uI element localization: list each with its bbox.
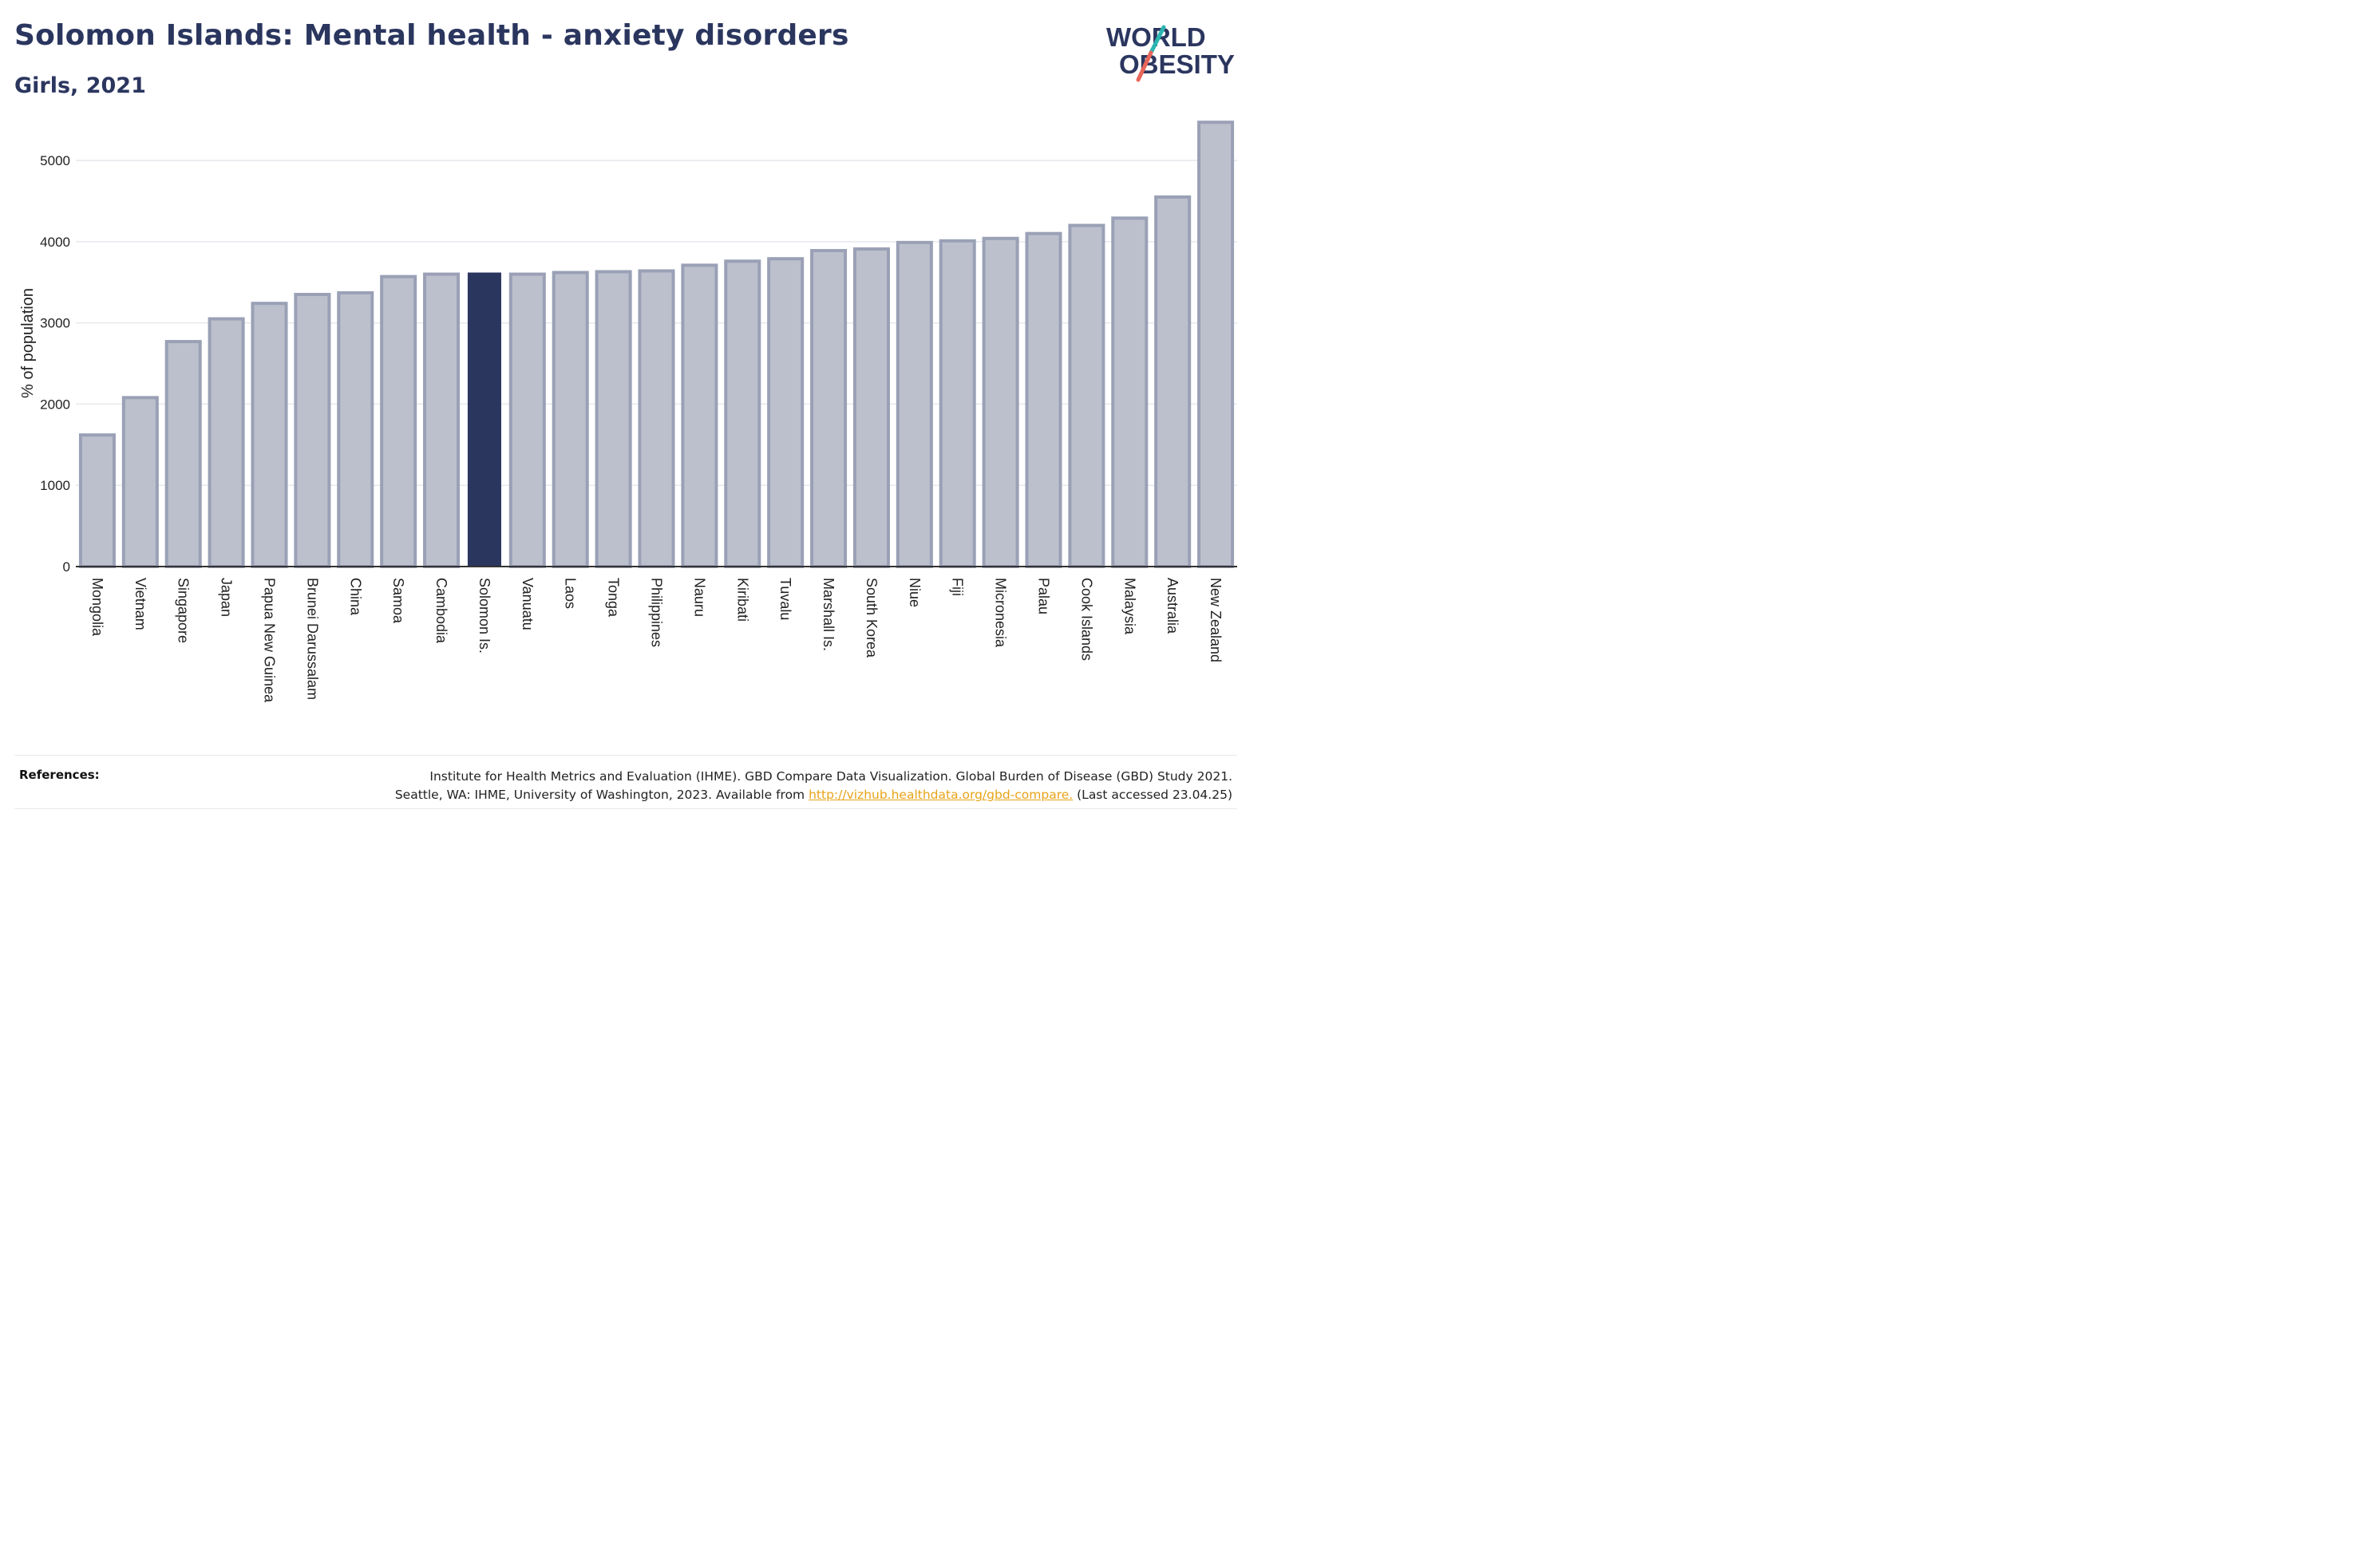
- bar[interactable]: [337, 290, 374, 568]
- bar-chart-svg: 0 1000 2000 3000 4000 5000 % of population Mong…: [19, 120, 1237, 703]
- references-line1: Institute for Health Metrics and Evaluat…: [429, 769, 1232, 784]
- references-label: References:: [19, 768, 100, 782]
- x-tick-label: Laos: [563, 578, 579, 609]
- x-tick-label: Palau: [1036, 578, 1052, 614]
- bar[interactable]: [982, 236, 1019, 569]
- y-tick-label: 5000: [40, 153, 70, 168]
- x-tick-label: Fiji: [950, 578, 966, 596]
- bar[interactable]: [251, 302, 288, 568]
- bar[interactable]: [896, 240, 933, 568]
- bar[interactable]: [810, 249, 848, 569]
- x-tick-label: Japan: [219, 578, 235, 617]
- bar[interactable]: [208, 317, 245, 568]
- bar[interactable]: [1197, 120, 1235, 569]
- x-tick-label: Cambodia: [433, 578, 449, 644]
- x-tick-label: Cook Islands: [1078, 578, 1094, 661]
- bar[interactable]: [78, 433, 116, 568]
- bar[interactable]: [164, 340, 202, 568]
- logo-line2: OBESITY: [1119, 49, 1235, 79]
- y-tick-label: 1000: [40, 478, 70, 493]
- x-tick-label: Tonga: [606, 578, 622, 618]
- x-tick-label: Malaysia: [1121, 578, 1137, 635]
- references-line2-prefix: Seattle, WA: IHME, University of Washing…: [394, 788, 809, 802]
- bar[interactable]: [508, 272, 546, 568]
- logo-graphic: WORLD OBESITY: [1106, 22, 1235, 82]
- bar[interactable]: [852, 247, 890, 568]
- bar[interactable]: [681, 263, 718, 568]
- x-tick-label: New Zealand: [1208, 578, 1224, 662]
- bar[interactable]: [638, 269, 675, 568]
- x-tick-label: Australia: [1165, 578, 1180, 634]
- references-line2: Seattle, WA: IHME, University of Washing…: [259, 786, 1232, 804]
- x-tick-label: Samoa: [390, 578, 406, 624]
- references-divider-bottom: [14, 808, 1237, 809]
- x-tick-label: Vietnam: [132, 578, 148, 630]
- x-tick-label: Mongolia: [89, 578, 105, 637]
- bar[interactable]: [939, 239, 976, 568]
- x-tick-label: Papua New Guinea: [262, 578, 278, 703]
- logo-slash-red: [1136, 50, 1153, 82]
- x-tick-label: Tuvalu: [777, 578, 793, 620]
- bar[interactable]: [423, 272, 461, 568]
- x-tick-label: Niue: [907, 578, 923, 607]
- references-line2-suffix: (Last accessed 23.04.25): [1073, 788, 1232, 802]
- bar[interactable]: [552, 271, 589, 569]
- bar-chart: 0 1000 2000 3000 4000 5000 % of population Mong…: [0, 112, 1252, 750]
- bar[interactable]: [724, 259, 761, 569]
- bar[interactable]: [1068, 223, 1105, 568]
- references-link[interactable]: http://vizhub.healthdata.org/gbd-compare…: [809, 788, 1074, 802]
- y-axis-label: % of population: [19, 288, 37, 398]
- x-tick-label: Kiribati: [734, 578, 750, 622]
- y-tick-label: 2000: [40, 397, 70, 412]
- y-tick-label: 4000: [40, 235, 70, 250]
- bar[interactable]: [1025, 231, 1062, 569]
- logo-line1: WORLD: [1106, 22, 1206, 52]
- references-divider-top: [14, 755, 1237, 756]
- bar[interactable]: [595, 270, 632, 568]
- x-tick-label: Solomon Is.: [477, 578, 492, 654]
- bar[interactable]: [121, 396, 159, 568]
- logo-slash-teal: [1149, 25, 1166, 55]
- references-text: Institute for Health Metrics and Evaluat…: [259, 768, 1232, 804]
- bar[interactable]: [467, 272, 501, 567]
- bar[interactable]: [767, 257, 805, 568]
- x-tick-label: Marshall Is.: [821, 578, 836, 651]
- x-tick-label: South Korea: [864, 578, 880, 658]
- chart-subtitle: Girls, 2021: [14, 73, 146, 98]
- x-tick-label: Nauru: [691, 578, 707, 617]
- world-obesity-logo[interactable]: WORLD OBESITY: [1101, 21, 1245, 93]
- bar[interactable]: [294, 293, 331, 568]
- bar[interactable]: [1111, 216, 1149, 568]
- bar[interactable]: [1154, 195, 1192, 568]
- x-tick-label: Brunei Darussalam: [304, 578, 320, 700]
- x-tick-label: Philippines: [649, 578, 665, 647]
- x-tick-label: Micronesia: [993, 578, 1009, 648]
- y-tick-label: 3000: [40, 316, 70, 331]
- y-tick-label: 0: [63, 559, 70, 575]
- x-tick-label: Vanuatu: [520, 578, 536, 630]
- bar[interactable]: [380, 274, 417, 568]
- x-tick-label: Singapore: [176, 578, 192, 643]
- chart-title: Solomon Islands: Mental health - anxiety…: [14, 19, 849, 52]
- x-tick-label: China: [347, 578, 363, 616]
